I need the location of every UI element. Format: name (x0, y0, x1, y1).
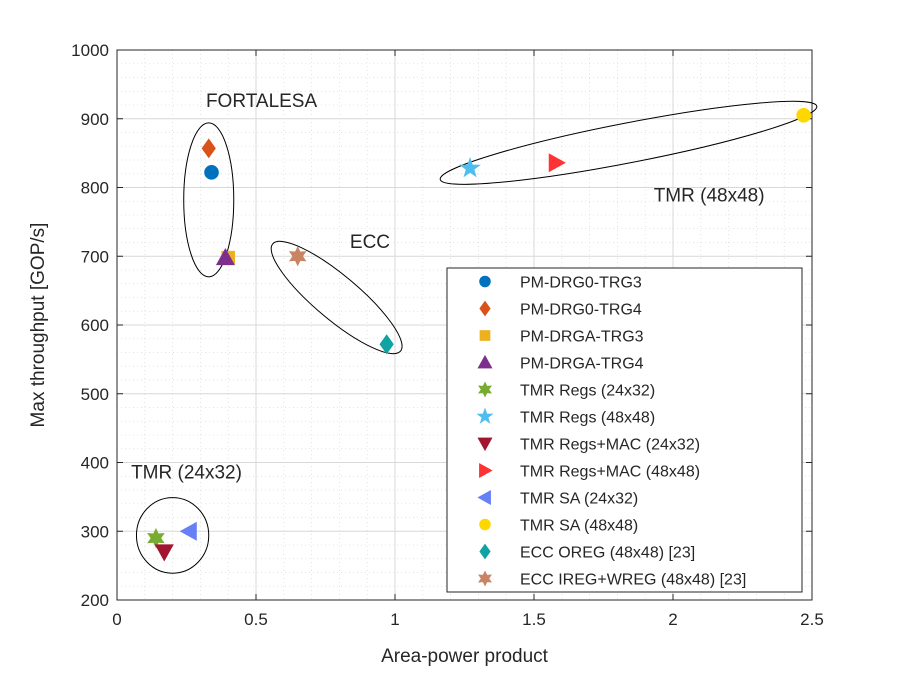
x-tick-label: 0 (112, 610, 121, 629)
legend-label: TMR Regs+MAC (48x48) (520, 464, 700, 481)
y-tick-label: 1000 (71, 41, 109, 60)
legend-box (446, 267, 803, 593)
data-point (796, 107, 811, 123)
legend-label: TMR Regs+MAC (24x32) (520, 437, 700, 454)
annotation-label: ECC (350, 232, 390, 253)
legend-label: PM-DRG0-TRG4 (520, 302, 642, 319)
x-axis-label: Area-power product (381, 646, 549, 667)
y-tick-label: 700 (81, 247, 109, 266)
data-point (288, 246, 307, 267)
data-point (179, 521, 197, 541)
legend-marker (477, 437, 493, 452)
legend-marker (479, 518, 491, 531)
y-tick-label: 400 (81, 454, 109, 473)
legend: PM-DRG0-TRG3 PM-DRG0-TRG4 PM-DRGA-TRG3 PM-D… (446, 267, 803, 593)
tick-labels: 0 0.5 1 1.5 2 2.5 200 300 400 500 600 700 800 900 1000 (71, 41, 824, 629)
annotation-label: TMR (24x32) (131, 462, 242, 483)
legend-marker (479, 275, 491, 288)
legend-marker (479, 543, 491, 560)
data-point (215, 248, 235, 266)
annotation-ellipse (270, 240, 403, 355)
data-points (147, 107, 811, 562)
legend-marker (479, 330, 491, 341)
x-tick-label: 2.5 (800, 610, 824, 629)
x-tick-label: 0.5 (244, 610, 268, 629)
y-tick-label: 600 (81, 316, 109, 335)
x-tick-label: 1 (390, 610, 399, 629)
data-point (147, 527, 165, 549)
legend-label: TMR SA (24x32) (520, 491, 638, 508)
legend-label: PM-DRGA-TRG3 (520, 329, 644, 346)
data-point (459, 156, 481, 178)
legend-label: TMR Regs (48x48) (520, 410, 655, 427)
legend-marker (477, 489, 491, 506)
legend-label: ECC IREG+WREG (48x48) [23] (520, 572, 746, 589)
legend-marker (479, 300, 491, 317)
data-point (379, 334, 394, 355)
annotation-ellipse (439, 100, 818, 185)
x-tick-label: 1.5 (522, 610, 546, 629)
legend-label: TMR Regs (24x32) (520, 383, 655, 400)
y-tick-label: 300 (81, 522, 109, 541)
legend-marker (478, 570, 492, 587)
legend-label: PM-DRG0-TRG3 (520, 275, 642, 292)
x-tick-label: 2 (668, 610, 677, 629)
y-tick-label: 200 (81, 591, 109, 610)
legend-marker (478, 381, 492, 398)
legend-marker (477, 354, 493, 369)
y-tick-label: 500 (81, 385, 109, 404)
y-tick-label: 900 (81, 110, 109, 129)
annotation-label: FORTALESA (206, 91, 318, 112)
data-point (154, 544, 174, 562)
annotations: FORTALESA ECC TMR (48x48) TMR (24x32) (131, 91, 818, 574)
legend-label: PM-DRGA-TRG4 (520, 356, 644, 373)
y-axis-label: Max throughput [GOP/s] (28, 223, 49, 428)
y-tick-label: 800 (81, 179, 109, 198)
legend-marker (476, 407, 494, 424)
legend-label: TMR SA (48x48) (520, 518, 638, 535)
annotation-label: TMR (48x48) (654, 185, 765, 206)
data-point (201, 138, 216, 159)
annotation-ellipse (183, 122, 235, 278)
annotation-ellipse (135, 497, 210, 574)
legend-marker (479, 462, 493, 479)
legend-label: ECC OREG (48x48) [23] (520, 545, 695, 562)
data-point (204, 165, 219, 180)
data-point (548, 153, 566, 173)
